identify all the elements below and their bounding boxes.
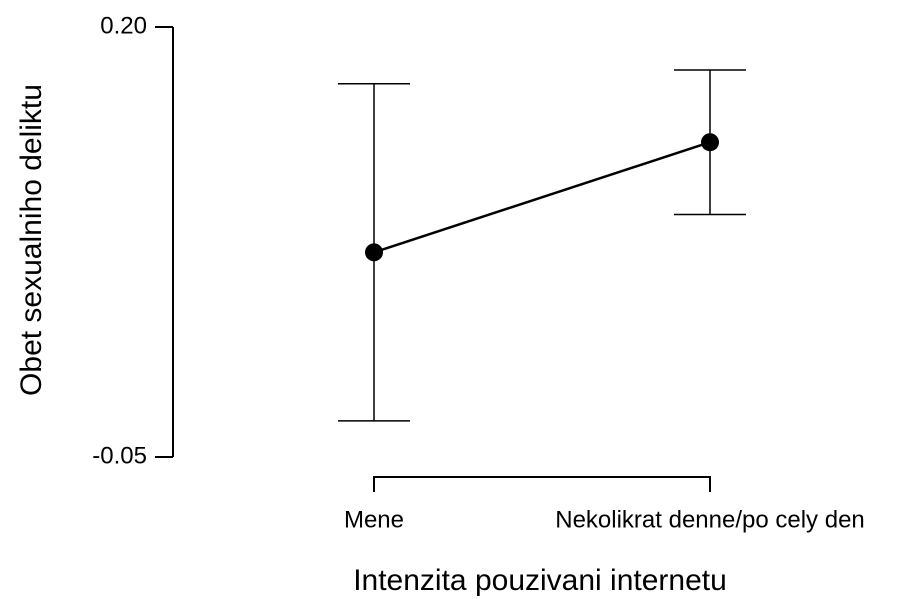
x-axis-title: Intenzita pouzivani internetu	[353, 564, 727, 597]
y-tick-label: 0.20	[100, 12, 147, 39]
x-tick-label: Mene	[344, 506, 404, 533]
line	[373, 141, 711, 254]
y-tick-label: -0.05	[92, 442, 147, 469]
point	[365, 243, 383, 262]
point	[701, 133, 719, 152]
x-tick-label: Nekolikrat denne/po cely den	[555, 506, 865, 533]
y-axis-title: Obet sexualniho deliktu	[15, 84, 48, 396]
x-axis	[373, 476, 711, 492]
